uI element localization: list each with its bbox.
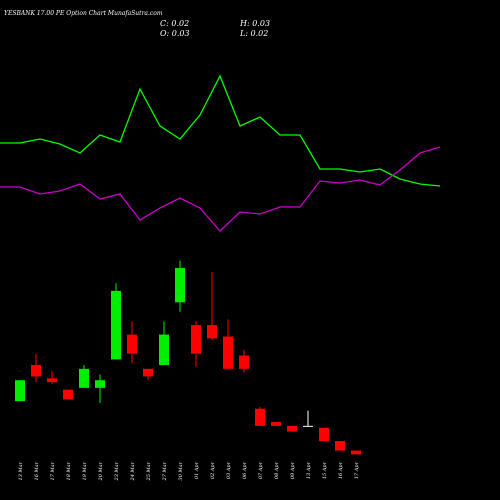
- x-tick-label: 17 Mar: [50, 461, 56, 480]
- candle-body: [159, 334, 169, 366]
- x-tick-label: 15 Apr: [322, 461, 328, 479]
- candle-body: [79, 368, 89, 388]
- x-tick-label: 27 Mar: [162, 461, 168, 481]
- x-tick-label: 08 Apr: [274, 461, 280, 479]
- x-tick-label: 13 Mar: [18, 461, 24, 480]
- x-tick-label: 13 Apr: [306, 461, 312, 479]
- candle-body: [207, 325, 217, 339]
- x-tick-label: 30 Mar: [178, 461, 184, 480]
- candle-body: [335, 441, 345, 451]
- candle-body: [175, 268, 185, 303]
- indicator-line: [0, 146, 441, 232]
- candle-body: [223, 336, 233, 369]
- x-tick-label: 01 Apr: [194, 461, 200, 479]
- low-label: L: 0.02: [239, 29, 268, 38]
- candle-body: [191, 325, 201, 354]
- candle-body: [111, 290, 121, 360]
- x-tick-label: 23 Mar: [114, 461, 120, 481]
- x-tick-label: 18 Mar: [66, 461, 72, 480]
- high-label: H: 0.03: [239, 19, 270, 28]
- candle-body: [287, 425, 297, 432]
- candle-body: [303, 425, 313, 427]
- candle-body: [239, 355, 249, 369]
- x-tick-label: 07 Apr: [258, 461, 264, 479]
- candle-body: [15, 380, 25, 402]
- open-label: O: 0.03: [160, 29, 190, 38]
- indicator-line: [0, 74, 441, 187]
- chart-title: YESBANK 17.00 PE Option Chart MunafaSutr…: [4, 10, 163, 17]
- candle-body: [63, 389, 73, 400]
- x-tick-label: 03 Apr: [226, 461, 232, 479]
- x-tick-label: 02 Apr: [210, 461, 216, 479]
- candle-body: [271, 422, 281, 426]
- x-tick-label: 25 Mar: [146, 461, 152, 481]
- candle-body: [351, 450, 361, 455]
- candle-body: [127, 334, 137, 354]
- x-tick-label: 09 Apr: [290, 461, 296, 479]
- candle-body: [47, 378, 57, 383]
- candle-body: [255, 408, 265, 426]
- candle-body: [31, 365, 41, 377]
- candle-body: [319, 427, 329, 442]
- candle-body: [143, 368, 153, 377]
- x-tick-label: 16 Mar: [34, 461, 40, 480]
- close-label: C: 0.02: [160, 19, 189, 28]
- x-tick-label: 20 Mar: [98, 461, 104, 481]
- x-tick-label: 16 Apr: [338, 461, 344, 479]
- x-tick-label: 19 Mar: [82, 461, 88, 480]
- x-tick-label: 24 Mar: [130, 461, 136, 481]
- x-tick-label: 06 Apr: [242, 461, 248, 479]
- candle-body: [95, 380, 105, 388]
- x-tick-label: 17 Apr: [354, 461, 360, 479]
